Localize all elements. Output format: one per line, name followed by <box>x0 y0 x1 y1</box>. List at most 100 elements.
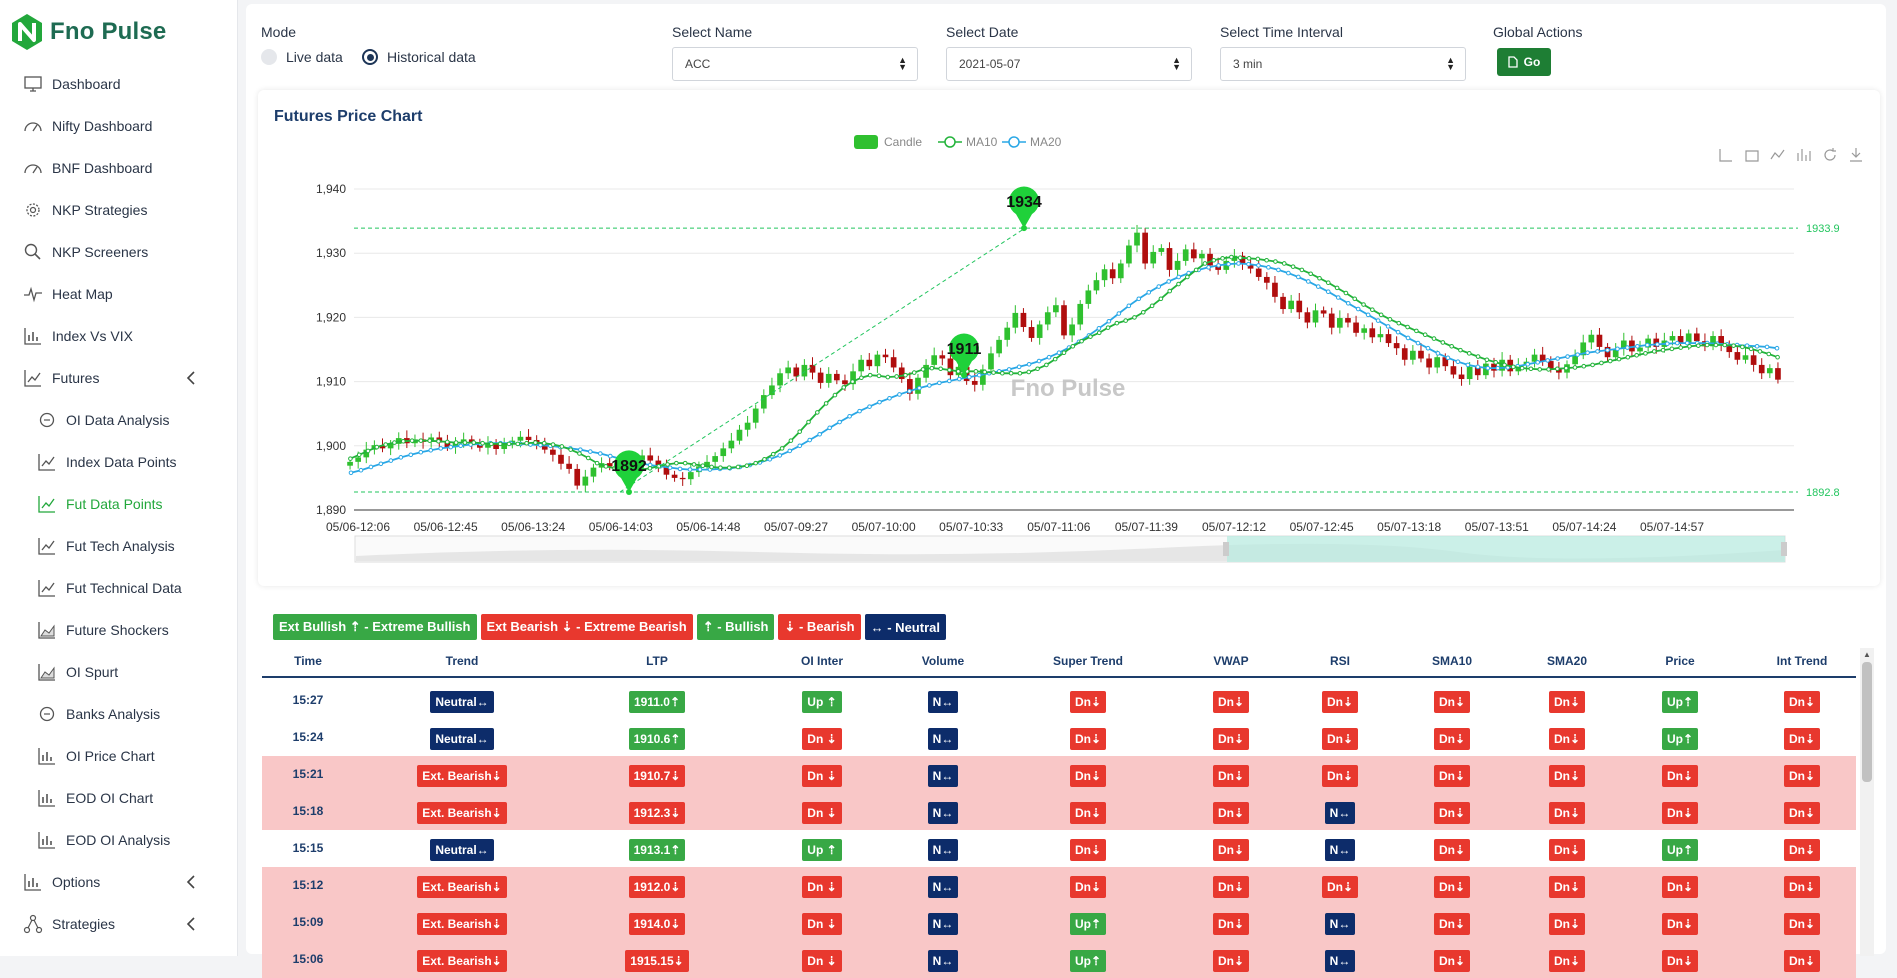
candle[interactable] <box>1020 308 1027 332</box>
candle[interactable] <box>574 464 581 490</box>
candle[interactable] <box>1061 300 1067 340</box>
candle[interactable] <box>1150 245 1157 269</box>
candle[interactable] <box>1158 244 1165 256</box>
candle[interactable] <box>1272 275 1278 303</box>
candle[interactable] <box>793 363 800 382</box>
candle[interactable] <box>566 456 572 474</box>
sidebar-item-strategies[interactable]: Strategies <box>0 906 238 942</box>
candle[interactable] <box>1539 346 1546 366</box>
candle[interactable] <box>1280 293 1286 314</box>
sidebar-item-index-vs-vix[interactable]: Index Vs VIX <box>0 318 238 354</box>
futures-price-chart[interactable]: 1,890 1,900 1,910 1,920 1,930 1,940 05/06-12:0… <box>258 90 1880 586</box>
restore-icon[interactable] <box>1824 148 1836 161</box>
candle[interactable] <box>785 360 791 380</box>
candle[interactable] <box>923 359 929 383</box>
candle[interactable] <box>1263 272 1270 290</box>
table-row[interactable]: 15:15 Neutral↔ 1913.1⇡ Up ⇡ N↔ Dn⇣ Dn⇣ N↔ Dn⇣ Dn⇣… <box>262 830 1856 867</box>
candle[interactable] <box>1182 244 1189 266</box>
legend-item-ma20[interactable]: MA20 <box>1002 135 1062 149</box>
legend-item-ma10[interactable]: MA10 <box>938 135 998 149</box>
candle[interactable] <box>882 348 889 363</box>
candle[interactable] <box>890 349 897 373</box>
column-header-super-trend[interactable]: Super Trend <box>1052 654 1123 668</box>
live-data-radio[interactable]: Live data <box>261 49 343 65</box>
candle[interactable] <box>736 424 743 445</box>
candle[interactable] <box>1288 294 1295 313</box>
interval-select[interactable]: 3 min ▲ ▼ <box>1220 47 1466 81</box>
name-select[interactable]: ACC ▲ ▼ <box>672 47 918 81</box>
candle[interactable] <box>996 336 1002 358</box>
zoom-reset-icon[interactable] <box>1745 150 1759 162</box>
candle[interactable] <box>1174 253 1181 276</box>
candle[interactable] <box>1588 329 1595 350</box>
candle[interactable] <box>980 364 986 391</box>
sidebar-item-oi-price-chart[interactable]: OI Price Chart <box>0 738 238 774</box>
candle[interactable] <box>1004 321 1011 347</box>
sidebar-item-nifty-dashboard[interactable]: Nifty Dashboard <box>0 108 238 144</box>
candle[interactable] <box>1320 306 1327 318</box>
candle[interactable] <box>550 445 556 462</box>
candle[interactable] <box>1028 320 1035 342</box>
sidebar-item-oi-data-analysis[interactable]: OI Data Analysis <box>0 402 238 438</box>
candle[interactable] <box>1328 307 1335 335</box>
candle[interactable] <box>493 439 499 455</box>
candle[interactable] <box>1353 315 1359 337</box>
candle[interactable] <box>1134 224 1140 253</box>
candle[interactable] <box>1101 264 1108 287</box>
sidebar-item-fut-data-points[interactable]: Fut Data Points <box>0 486 238 522</box>
candle[interactable] <box>1766 364 1773 379</box>
candle[interactable] <box>1734 346 1741 365</box>
zoom-icon[interactable] <box>1719 149 1732 162</box>
legend-item-candle[interactable]: Candle <box>854 135 922 149</box>
candle[interactable] <box>1418 343 1424 363</box>
candle[interactable] <box>1750 350 1757 372</box>
candle[interactable] <box>1053 297 1059 318</box>
candle[interactable] <box>1239 251 1246 270</box>
bar-icon[interactable] <box>1797 149 1811 161</box>
sidebar-item-fut-technical-data[interactable]: Fut Technical Data <box>0 570 238 606</box>
candle[interactable] <box>1337 310 1343 334</box>
candle[interactable] <box>1410 345 1416 365</box>
candle[interactable] <box>1742 347 1749 364</box>
brand[interactable]: Fno Pulse <box>10 12 166 52</box>
download-icon[interactable] <box>1850 148 1862 162</box>
candle[interactable] <box>1483 359 1489 380</box>
table-row[interactable]: 15:27 Neutral↔ 1911.0⇡ Up ⇡ N↔ Dn⇣ Dn⇣ Dn⇣ Dn⇣ Dn… <box>262 682 1856 719</box>
candle[interactable] <box>712 452 718 469</box>
column-header-oi-inter[interactable]: OI Inter <box>800 654 843 668</box>
table-row[interactable]: 15:21 Ext. Bearish⇣ 1910.7⇣ Dn ⇣ N↔ Dn⇣ Dn⇣ Dn⇣… <box>262 756 1856 793</box>
candle[interactable] <box>1377 326 1384 343</box>
candle[interactable] <box>1718 329 1724 352</box>
candle[interactable] <box>801 359 808 381</box>
candle[interactable] <box>850 363 856 390</box>
column-header-volume[interactable]: Volume <box>921 654 965 668</box>
candle[interactable] <box>1109 262 1116 285</box>
column-header-int-trend[interactable]: Int Trend <box>1776 654 1828 668</box>
candle[interactable] <box>1620 332 1627 356</box>
candle[interactable] <box>1296 293 1303 320</box>
sidebar-item-fut-tech-analysis[interactable]: Fut Tech Analysis <box>0 528 238 564</box>
candle[interactable] <box>825 367 832 388</box>
scrollbar-thumb[interactable] <box>1862 662 1872 782</box>
candle[interactable] <box>1531 348 1538 368</box>
table-row[interactable]: 15:12 Ext. Bearish⇣ 1912.0⇣ Dn ⇣ N↔ Dn⇣ Dn⇣ Dn⇣… <box>262 867 1856 904</box>
sidebar-item-heat-map[interactable]: Heat Map <box>0 276 238 312</box>
candle[interactable] <box>1093 272 1100 295</box>
candle[interactable] <box>1758 358 1765 380</box>
candle[interactable] <box>1726 340 1733 358</box>
candle[interactable] <box>1361 324 1368 340</box>
table-row[interactable]: 15:06 Ext. Bearish⇣ 1915.15⇣ Dn ⇣ N↔ Up⇡ Dn⇣ N↔… <box>262 941 1856 978</box>
column-header-sma10[interactable]: SMA10 <box>1431 654 1472 668</box>
candle[interactable] <box>558 449 564 470</box>
candle[interactable] <box>590 463 597 483</box>
candle[interactable] <box>1190 242 1197 263</box>
candle[interactable] <box>1044 306 1051 331</box>
candle[interactable] <box>1304 307 1311 329</box>
column-header-price[interactable]: Price <box>1665 654 1695 668</box>
sidebar-item-eod-oi-chart[interactable]: EOD OI Chart <box>0 780 238 816</box>
sidebar-item-options[interactable]: Options <box>0 864 238 900</box>
sidebar-item-dashboard[interactable]: Dashboard <box>0 66 238 102</box>
column-header-ltp[interactable]: LTP <box>646 654 668 668</box>
historical-data-radio[interactable]: Historical data <box>362 49 476 65</box>
line-icon[interactable] <box>1770 149 1785 160</box>
